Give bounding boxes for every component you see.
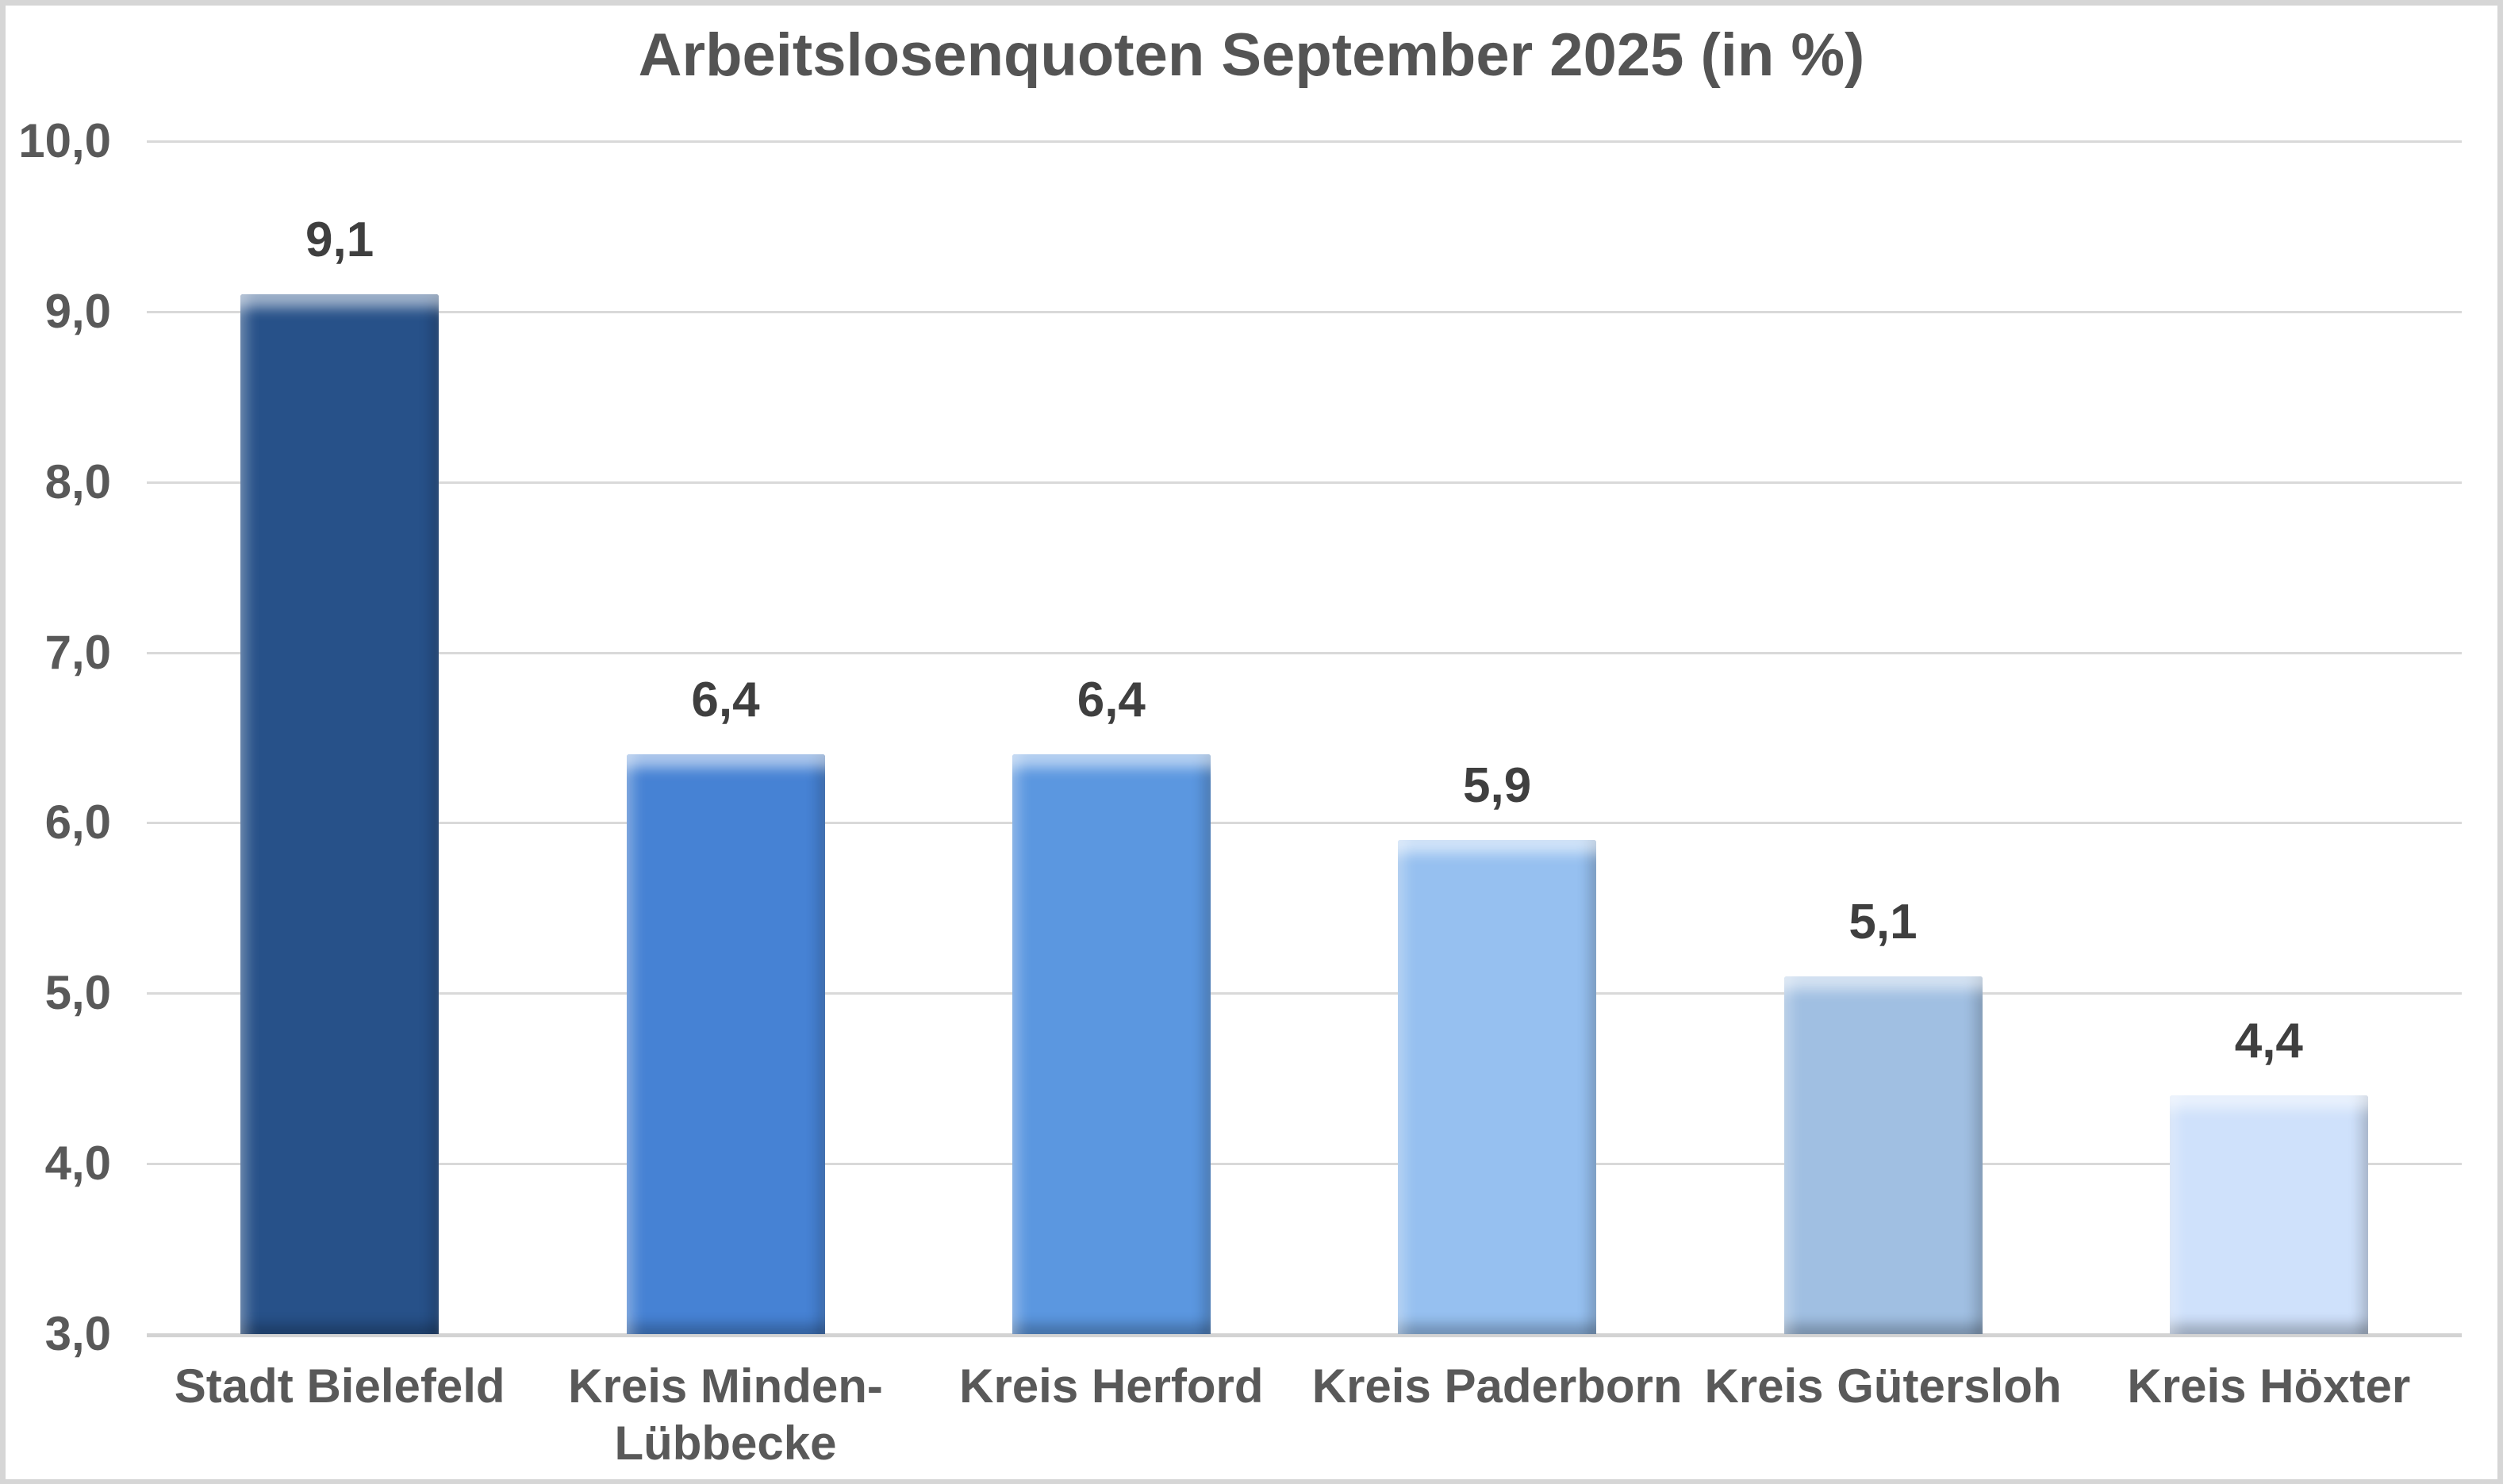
plot-area xyxy=(147,140,2462,1337)
bar xyxy=(1012,754,1211,1334)
x-axis-category-label: Kreis Herford xyxy=(959,1359,1264,1413)
gridline xyxy=(147,651,2462,654)
x-axis-category-label: Kreis Paderborn xyxy=(1311,1359,1683,1413)
y-axis-tick-label: 9,0 xyxy=(44,284,111,338)
x-axis-category-label: Kreis Minden-Lübbecke xyxy=(568,1359,883,1470)
bar xyxy=(1783,976,1983,1334)
bar-value-label: 6,4 xyxy=(691,673,760,728)
y-axis-tick-label: 6,0 xyxy=(44,796,111,849)
y-axis-tick-label: 8,0 xyxy=(44,454,111,508)
bar-value-label: 5,9 xyxy=(1463,757,1532,813)
y-axis-tick-label: 5,0 xyxy=(44,966,111,1020)
gridline xyxy=(147,822,2462,825)
y-axis-tick-label: 10,0 xyxy=(18,114,111,167)
y-axis-tick-label: 4,0 xyxy=(44,1137,111,1191)
bar xyxy=(2169,1095,2368,1334)
x-axis-category-label: Stadt Bielefeld xyxy=(174,1359,505,1413)
y-axis-tick-label: 7,0 xyxy=(44,625,111,679)
bar-value-label: 6,4 xyxy=(1077,673,1146,728)
gridline xyxy=(147,140,2462,143)
y-axis-tick-label: 3,0 xyxy=(44,1307,111,1360)
bar-value-label: 9,1 xyxy=(305,213,374,268)
bar xyxy=(1398,839,1597,1334)
chart-title: Arbeitslosenquoten September 2025 (in %) xyxy=(638,21,1865,89)
gridline xyxy=(147,1163,2462,1166)
gridline xyxy=(147,992,2462,995)
bar-value-label: 4,4 xyxy=(2234,1014,2303,1069)
x-axis-category-label: Kreis Höxter xyxy=(2127,1359,2411,1413)
bar xyxy=(626,754,825,1334)
bar xyxy=(240,294,440,1334)
gridline xyxy=(147,481,2462,484)
bar-value-label: 5,1 xyxy=(1848,894,1918,949)
x-axis-category-label: Kreis Gütersloh xyxy=(1704,1359,2062,1413)
gridline xyxy=(147,310,2462,313)
x-axis-line xyxy=(147,1333,2462,1337)
